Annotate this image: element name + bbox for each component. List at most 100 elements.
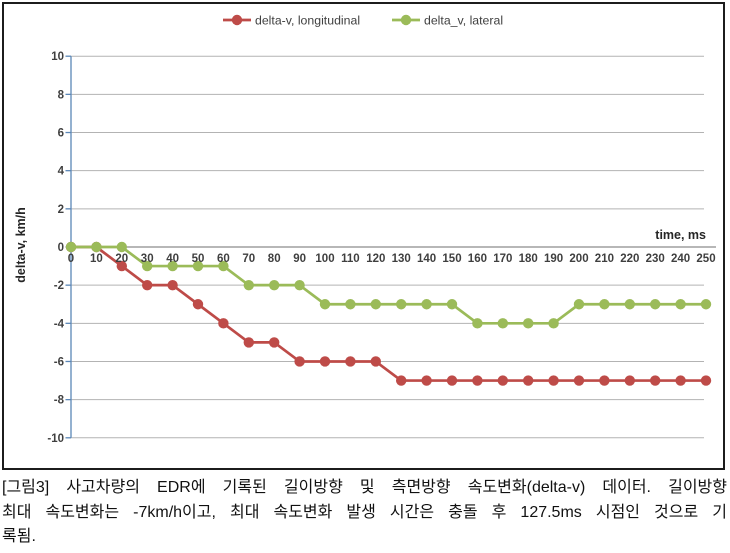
data-point-marker — [142, 279, 153, 291]
x-tick-label: 100 — [315, 253, 334, 265]
data-point-marker — [624, 299, 635, 310]
data-point-marker — [497, 318, 508, 329]
data-point-marker — [116, 260, 128, 272]
x-tick-label: 240 — [671, 253, 690, 265]
data-point-marker — [675, 299, 686, 310]
legend-label-lateral: delta_v, lateral — [424, 14, 503, 28]
data-point-marker — [497, 375, 508, 386]
data-point-marker — [243, 279, 254, 291]
x-tick-label: 70 — [242, 253, 255, 265]
y-tick-label: 10 — [51, 51, 64, 63]
x-tick-label: 140 — [417, 253, 436, 265]
x-tick-label: 10 — [90, 253, 103, 265]
caption-line-2: 최대 속도변화는 -7km/h이고, 최대 속도변화 발생 시간은 충돌 후 1… — [2, 503, 727, 521]
data-point-marker — [573, 375, 585, 386]
x-tick-label: 90 — [293, 253, 306, 265]
data-point-marker — [319, 299, 331, 310]
x-tick-label: 20 — [115, 253, 128, 265]
x-tick-label: 80 — [268, 253, 281, 265]
chart-legend: delta-v, longitudinal delta_v, lateral — [223, 14, 503, 28]
data-point-marker — [192, 260, 204, 272]
data-point-marker — [167, 260, 178, 272]
data-point-marker — [548, 318, 559, 329]
y-tick-label: 4 — [58, 166, 65, 178]
x-tick-label: 30 — [141, 253, 154, 265]
legend-label-longitudinal: delta-v, longitudinal — [255, 14, 360, 28]
data-point-marker — [294, 279, 305, 291]
data-point-marker — [599, 375, 610, 386]
x-tick-label: 130 — [392, 253, 411, 265]
data-point-marker — [650, 299, 661, 310]
data-point-marker — [523, 375, 534, 386]
y-tick-label: -10 — [47, 433, 64, 445]
data-point-marker — [142, 260, 153, 272]
x-tick-label: 190 — [544, 253, 563, 265]
y-tick-label: 2 — [58, 204, 64, 216]
x-tick-label: 210 — [595, 253, 614, 265]
x-tick-label: 0 — [68, 253, 74, 265]
data-point-marker — [700, 299, 712, 310]
data-point-marker — [421, 375, 432, 386]
data-point-marker — [116, 241, 128, 253]
data-point-marker — [167, 279, 178, 291]
data-point-marker — [446, 375, 458, 386]
chart-figure-box: 0 10 20 30 40 50 60 70 80 90 100 110 120 130 140 150 160… — [2, 2, 725, 470]
x-tick-label: 230 — [646, 253, 665, 265]
data-point-marker — [675, 375, 686, 386]
data-point-marker — [548, 375, 559, 386]
data-point-marker — [650, 375, 661, 386]
x-tick-label: 180 — [519, 253, 538, 265]
series-lateral — [65, 241, 712, 329]
data-point-marker — [396, 375, 407, 386]
x-tick-label: 250 — [696, 253, 715, 265]
legend-marker-longitudinal-icon — [231, 14, 243, 26]
y-axis-title: delta-v, km/h — [14, 207, 28, 282]
data-point-marker — [700, 375, 712, 386]
data-point-marker — [345, 356, 356, 367]
plot-area: 0 10 20 30 40 50 60 70 80 90 100 110 120 130 140 150 160… — [47, 51, 716, 445]
x-tick-label: 50 — [192, 253, 205, 265]
series-longitudinal — [65, 241, 712, 386]
data-point-marker — [192, 299, 204, 310]
data-point-marker — [269, 279, 280, 291]
data-point-marker — [599, 299, 610, 310]
data-point-marker — [218, 318, 229, 329]
data-point-marker — [370, 356, 381, 367]
data-point-marker — [421, 299, 432, 310]
y-tick-label: -2 — [54, 280, 64, 292]
data-point-marker — [472, 375, 483, 386]
y-tick-label: -4 — [54, 318, 65, 330]
x-tick-label: 220 — [620, 253, 639, 265]
x-tick-label: 200 — [569, 253, 588, 265]
data-point-marker — [446, 299, 458, 310]
x-tick-label: 160 — [468, 253, 487, 265]
data-point-marker — [573, 299, 585, 310]
data-point-marker — [523, 318, 534, 329]
caption-line-3: 록됨. — [2, 528, 36, 545]
data-point-marker — [91, 241, 102, 253]
x-axis-title: time, ms — [655, 228, 706, 242]
data-point-marker — [472, 318, 483, 329]
data-point-marker — [370, 299, 381, 310]
data-point-marker — [294, 356, 305, 367]
data-point-marker — [319, 356, 331, 367]
data-point-marker — [345, 299, 356, 310]
x-tick-label: 60 — [217, 253, 230, 265]
legend-marker-lateral-icon — [400, 14, 412, 26]
data-point-marker — [218, 260, 229, 272]
caption-line-1: [그림3] 사고차량의 EDR에 기록된 길이방향 및 측면방향 속도변화(de… — [2, 479, 727, 496]
data-point-marker — [269, 337, 280, 348]
delta-v-line-chart: 0 10 20 30 40 50 60 70 80 90 100 110 120 130 140 150 160… — [14, 14, 716, 445]
x-tick-label: 40 — [166, 253, 179, 265]
y-tick-label: -8 — [54, 395, 65, 407]
x-tick-label: 110 — [341, 253, 360, 265]
y-tick-label: -6 — [54, 356, 64, 368]
x-tick-label: 120 — [366, 253, 385, 265]
y-tick-label: 6 — [58, 128, 64, 140]
data-point-marker — [624, 375, 635, 386]
data-point-marker — [243, 337, 254, 348]
x-tick-label: 150 — [442, 253, 461, 265]
y-tick-label: 0 — [58, 242, 64, 254]
data-point-marker — [65, 241, 77, 253]
x-tick-label: 170 — [493, 253, 512, 265]
